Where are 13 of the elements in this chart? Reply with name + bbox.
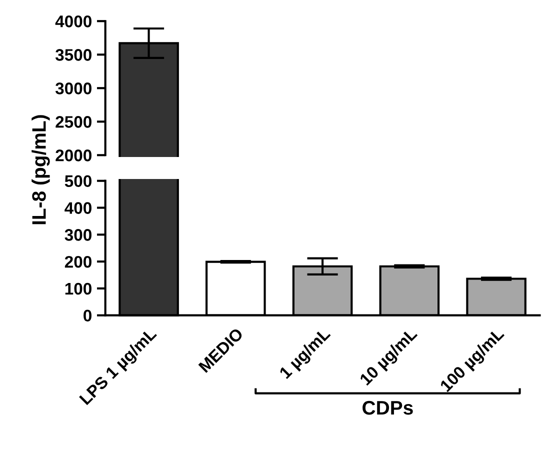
y-tick-label: 2500 <box>56 116 92 128</box>
y-tick-label: 4000 <box>55 16 92 28</box>
y-tick-label: 200 <box>64 256 92 268</box>
y-tick-label: 500 <box>64 175 92 188</box>
y-axis-title: IL-8 (pg/mL) <box>32 115 50 224</box>
text: CDPs <box>362 400 413 415</box>
y-tick-label: 2000 <box>56 150 92 162</box>
y-tick-label: 100 <box>65 282 92 295</box>
y-tick-label: 300 <box>64 229 92 241</box>
y-tick-label: 400 <box>64 202 92 214</box>
y-tick-label: 3500 <box>55 49 92 61</box>
y-tick-label: 0 <box>84 310 92 322</box>
y-tick-label: 3000 <box>55 82 92 94</box>
